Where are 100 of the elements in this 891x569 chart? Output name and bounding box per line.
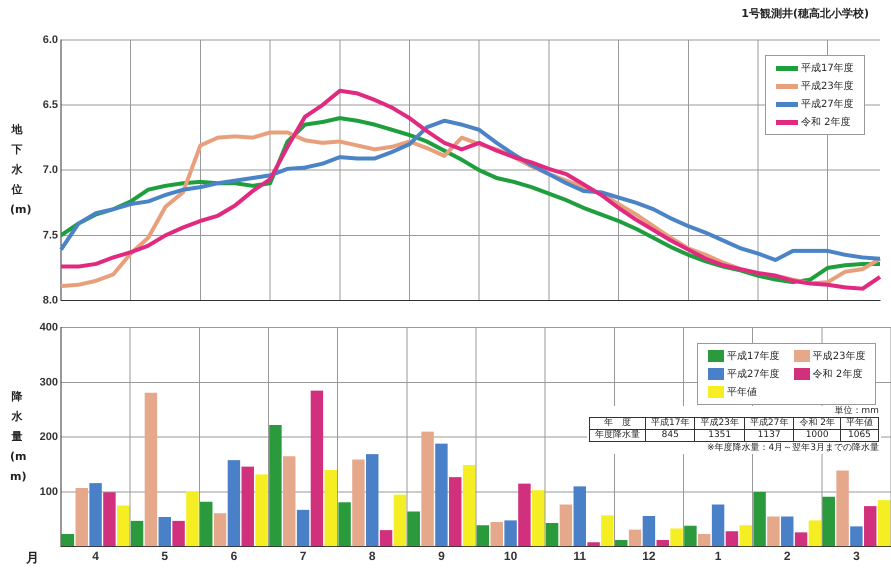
x-tick-label: 5 bbox=[161, 549, 168, 564]
y-tick-label: 400 bbox=[40, 322, 58, 334]
bar bbox=[740, 525, 752, 546]
bar bbox=[560, 504, 572, 546]
x-tick-label: 11 bbox=[573, 549, 586, 564]
bar bbox=[794, 532, 808, 546]
bar bbox=[394, 494, 406, 546]
bar bbox=[808, 520, 822, 546]
bar bbox=[615, 540, 628, 546]
y-tick-label: 8.0 bbox=[42, 294, 58, 306]
annotation: 平年値 bbox=[840, 418, 878, 430]
y-tick-label: 6.5 bbox=[42, 99, 58, 112]
bar bbox=[712, 504, 724, 546]
annotation: 1137 bbox=[744, 430, 794, 442]
bar bbox=[449, 477, 462, 546]
chart-title: 1号観測井(穂高北小学校) bbox=[741, 6, 869, 21]
x-tick-label: 3 bbox=[853, 549, 860, 564]
bar bbox=[158, 517, 171, 546]
bar bbox=[144, 392, 158, 546]
x-tick-label: 10 bbox=[504, 549, 518, 564]
annotation: 単位：mm bbox=[833, 406, 879, 417]
bar bbox=[421, 432, 434, 546]
bar bbox=[476, 525, 490, 546]
bar bbox=[850, 526, 863, 546]
bar bbox=[656, 540, 669, 546]
bar bbox=[242, 466, 254, 546]
x-tick-label: 8 bbox=[368, 549, 376, 564]
y-tick-label: 7.0 bbox=[42, 164, 58, 176]
x-tick-label: 4 bbox=[92, 549, 100, 564]
bar bbox=[228, 460, 240, 546]
legend-label: 平成17年度 bbox=[801, 62, 854, 75]
bar bbox=[255, 474, 268, 546]
bar bbox=[62, 534, 74, 546]
y-axis-title: 地下水位(m) bbox=[10, 122, 32, 218]
bar bbox=[435, 444, 448, 546]
bar bbox=[490, 522, 503, 546]
x-axis-title: 月 bbox=[26, 550, 39, 567]
bar bbox=[532, 490, 544, 546]
legend-label: 平成27年度 bbox=[801, 98, 854, 111]
legend-label: 令和 2年度 bbox=[801, 116, 851, 129]
bar bbox=[380, 530, 392, 546]
bar bbox=[726, 531, 738, 546]
bar bbox=[781, 516, 794, 546]
bar bbox=[269, 425, 282, 546]
x-tick-label: 9 bbox=[438, 549, 446, 564]
annotation: 平成17年 bbox=[646, 418, 695, 430]
bar bbox=[117, 506, 130, 546]
x-tick-label: 7 bbox=[300, 549, 307, 564]
x-tick-label: 1 bbox=[714, 549, 722, 564]
y-tick-label: 7.5 bbox=[42, 229, 58, 242]
bar bbox=[670, 528, 683, 546]
y-tick-label: 200 bbox=[40, 431, 58, 444]
bar bbox=[836, 470, 849, 546]
bar bbox=[864, 506, 876, 546]
bar bbox=[310, 390, 324, 546]
legend-label: 令和 2年度 bbox=[812, 368, 862, 381]
bar bbox=[103, 492, 116, 546]
bar bbox=[200, 502, 212, 546]
bar bbox=[601, 515, 614, 546]
annotation: 1351 bbox=[694, 430, 744, 442]
bar bbox=[283, 456, 296, 546]
y-axis-title: 降水量(mm) bbox=[10, 389, 26, 486]
bar bbox=[76, 488, 88, 546]
annotation: 年度降水量 bbox=[590, 430, 646, 442]
bar bbox=[408, 512, 420, 546]
legend-label: 平年値 bbox=[727, 386, 757, 399]
bar bbox=[684, 526, 697, 546]
annotation: 845 bbox=[646, 430, 695, 442]
annotation: 年 度 bbox=[590, 418, 646, 430]
annotation: 1000 bbox=[794, 430, 840, 442]
bar bbox=[698, 534, 710, 546]
legend-label: 平成23年度 bbox=[812, 350, 866, 363]
bar bbox=[130, 520, 144, 546]
bar bbox=[504, 520, 517, 546]
bar bbox=[89, 483, 102, 546]
bar bbox=[518, 484, 531, 546]
legend-label: 平成17年度 bbox=[727, 350, 780, 363]
bar bbox=[642, 516, 656, 546]
annotation: 平成27年 bbox=[744, 418, 794, 430]
bar bbox=[628, 530, 642, 546]
bar bbox=[878, 500, 890, 546]
bar bbox=[822, 496, 835, 546]
annotation: 平成23年 bbox=[694, 418, 744, 430]
bar bbox=[214, 513, 226, 546]
legend-label: 平成23年度 bbox=[801, 80, 854, 93]
annotation: 1065 bbox=[840, 430, 878, 442]
bar bbox=[366, 454, 378, 546]
bar bbox=[324, 470, 337, 546]
bar bbox=[186, 491, 199, 546]
bar bbox=[574, 486, 586, 546]
x-tick-label: 2 bbox=[784, 549, 791, 564]
bar bbox=[462, 465, 476, 546]
annotation: ※年度降水量：4月～翌年3月までの降水量 bbox=[706, 443, 879, 454]
bar bbox=[753, 492, 766, 546]
bar bbox=[546, 523, 558, 546]
x-tick-label: 12 bbox=[642, 549, 656, 564]
y-tick-label: 6.0 bbox=[42, 34, 58, 46]
legend-label: 平成27年度 bbox=[727, 368, 780, 381]
y-tick-label: 100 bbox=[40, 486, 58, 498]
y-tick-label: 300 bbox=[40, 376, 58, 388]
